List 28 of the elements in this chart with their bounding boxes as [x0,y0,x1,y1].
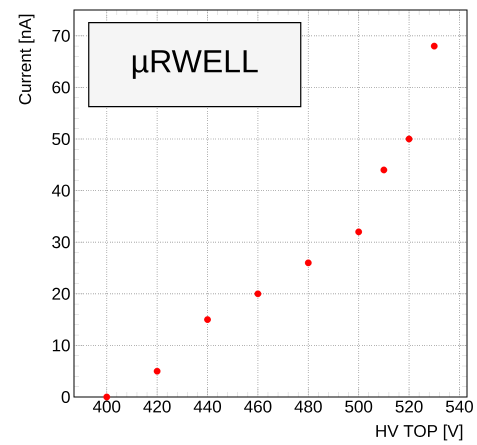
point [254,290,262,298]
point [154,368,161,375]
x-tick-label: 420 [143,400,171,413]
x-tick-label: 480 [294,400,322,413]
y-tick-label: 60 [52,81,70,94]
point [304,259,312,266]
y-tick-label: 20 [52,288,70,300]
point [355,228,362,236]
x-tick-label: 460 [244,400,272,413]
x-tick-label: 400 [92,400,120,413]
point [204,316,211,323]
y-tick-label: 0 [62,390,70,404]
y-tick-label: 40 [52,184,70,197]
x-tick-label: 440 [194,400,222,413]
y-tick-label: 10 [52,339,70,352]
text: µRWELL [132,50,258,79]
y-tick-label: 30 [52,236,70,248]
x-tick-label: 540 [446,400,473,413]
x-tick-label: 520 [396,400,423,413]
point [103,394,110,400]
y-axis-title: Current [nA] [18,14,34,104]
point [406,136,412,142]
point [380,166,388,174]
x-tick-label: 500 [345,400,372,413]
y-tick-label: 70 [52,30,70,42]
point [430,42,438,50]
y-tick-label: 50 [52,132,70,146]
x-axis-title: HV TOP [V] [376,424,462,440]
